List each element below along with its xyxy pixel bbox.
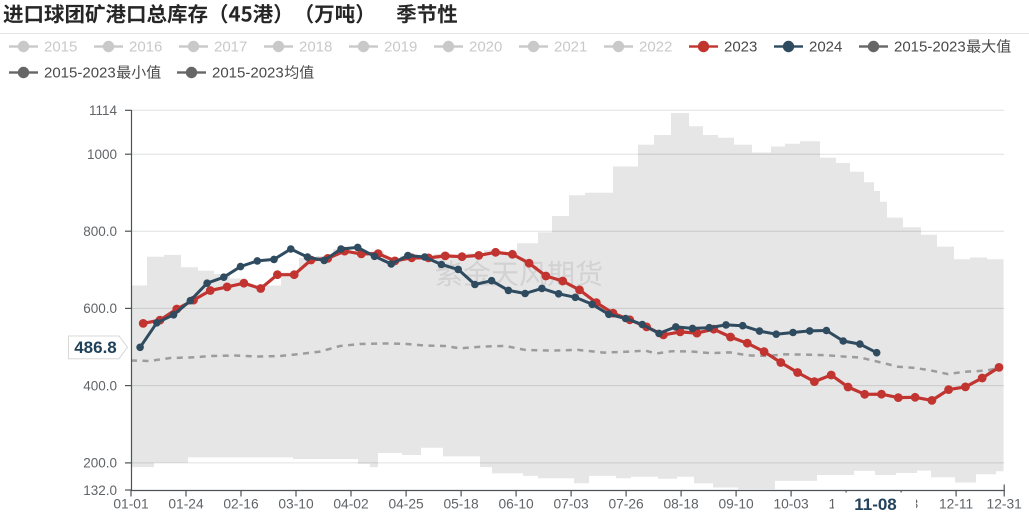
svg-text:04-02: 04-02 (333, 497, 368, 512)
svg-text:03-10: 03-10 (278, 497, 314, 512)
svg-text:08-18: 08-18 (663, 497, 699, 512)
svg-text:2015-2023: 2015-2023 (44, 65, 116, 82)
svg-text:2016: 2016 (129, 39, 162, 56)
svg-text:12-31: 12-31 (987, 497, 1022, 512)
svg-text:02-16: 02-16 (223, 497, 259, 512)
svg-text:01-24: 01-24 (168, 497, 204, 512)
svg-text:07-26: 07-26 (608, 497, 644, 512)
svg-text:06-10: 06-10 (498, 497, 534, 512)
svg-text:10-03: 10-03 (773, 497, 809, 512)
svg-text:486.8: 486.8 (74, 338, 117, 357)
svg-text:2015-2023: 2015-2023 (894, 39, 966, 56)
svg-text:2024: 2024 (809, 39, 842, 56)
svg-text:400.0: 400.0 (83, 378, 117, 393)
svg-text:600.0: 600.0 (83, 301, 117, 316)
svg-text:09-10: 09-10 (718, 497, 754, 512)
svg-text:01-01: 01-01 (113, 497, 148, 512)
svg-text:04-25: 04-25 (388, 497, 424, 512)
svg-text:2019: 2019 (384, 39, 417, 56)
svg-text:07-03: 07-03 (553, 497, 589, 512)
svg-text:11-08: 11-08 (854, 495, 897, 514)
svg-text:2018: 2018 (299, 39, 332, 56)
svg-text:1114: 1114 (89, 103, 118, 118)
svg-text:2023: 2023 (724, 39, 757, 56)
svg-text:12-11: 12-11 (939, 497, 973, 512)
svg-text:2015-2023: 2015-2023 (212, 65, 284, 82)
svg-text:800.0: 800.0 (83, 224, 117, 239)
svg-text:05-18: 05-18 (443, 497, 479, 512)
svg-text:1000: 1000 (87, 147, 117, 162)
svg-text:132.0: 132.0 (83, 483, 117, 498)
svg-text:200.0: 200.0 (83, 456, 117, 471)
svg-text:2015: 2015 (44, 39, 77, 56)
svg-text:2022: 2022 (639, 39, 672, 56)
svg-text:2021: 2021 (554, 39, 587, 56)
svg-text:2017: 2017 (214, 39, 247, 56)
svg-text:2020: 2020 (469, 39, 502, 56)
